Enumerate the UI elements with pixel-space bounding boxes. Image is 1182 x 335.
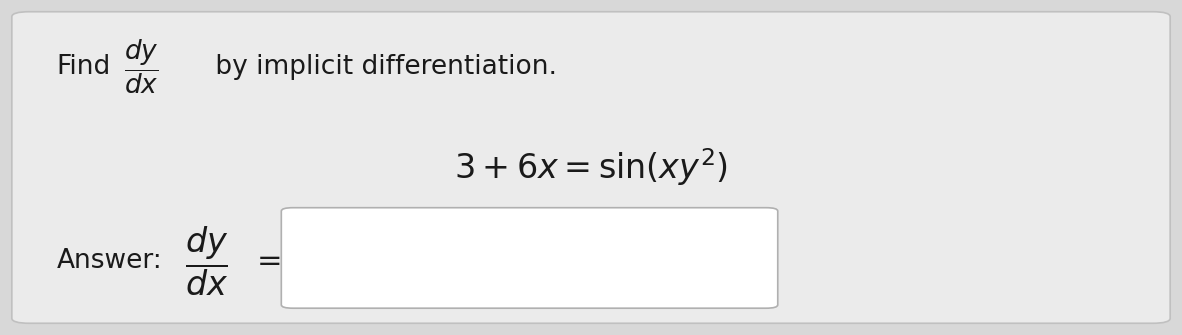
Text: $\dfrac{dy}{dx}$: $\dfrac{dy}{dx}$ [124, 38, 158, 96]
Text: $3 + 6x = \sin(xy^2)$: $3 + 6x = \sin(xy^2)$ [454, 147, 728, 188]
Text: =: = [256, 247, 282, 276]
Text: Answer:: Answer: [57, 248, 162, 274]
Text: $\dfrac{dy}{dx}$: $\dfrac{dy}{dx}$ [186, 224, 228, 298]
FancyBboxPatch shape [281, 208, 778, 308]
Text: by implicit differentiation.: by implicit differentiation. [207, 54, 557, 80]
Text: Find: Find [57, 54, 111, 80]
